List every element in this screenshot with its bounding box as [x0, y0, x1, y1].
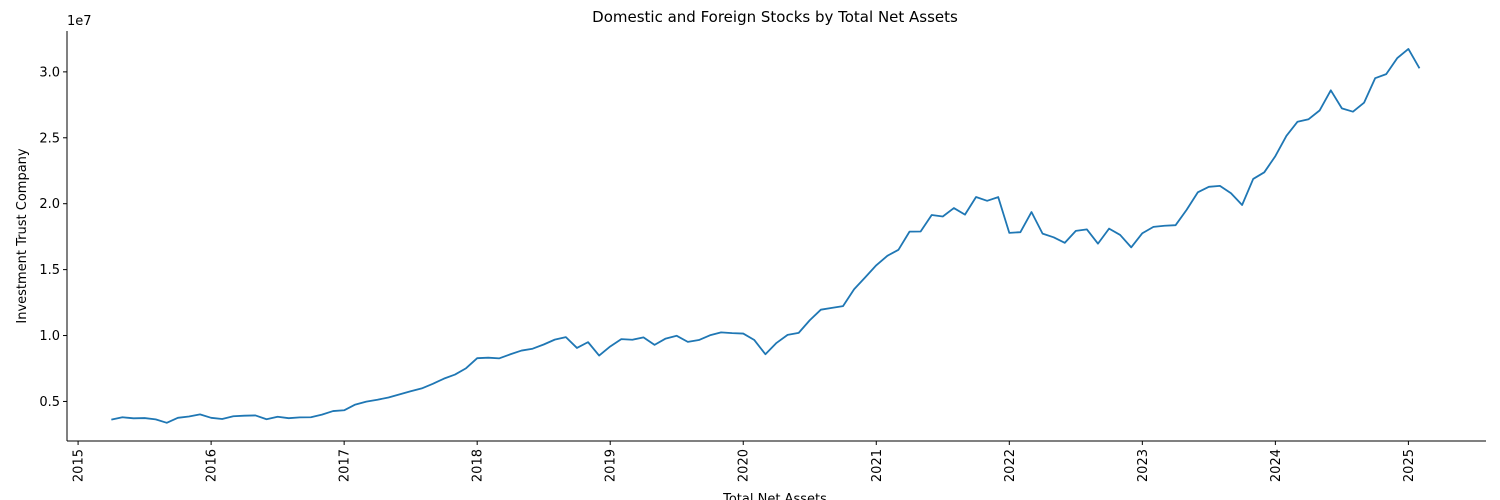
- y-tick-label: 2.5: [39, 131, 60, 146]
- series-layer: [111, 48, 1421, 424]
- x-tick-label: 2016: [205, 449, 220, 482]
- x-axis-ticks: 2015 2016 2017 2018 2019 2020 2021 2022 2023 2024…: [72, 441, 1417, 482]
- x-tick-label: 2015: [72, 449, 87, 482]
- series-line: [111, 48, 1421, 424]
- y-tick-label: 1.5: [39, 263, 60, 278]
- x-tick-label: 2024: [1269, 449, 1284, 482]
- x-tick-label: 2023: [1136, 449, 1151, 482]
- x-tick-label: 2018: [471, 449, 486, 482]
- y-tick-label: 3.0: [39, 65, 60, 80]
- y-tick-label: 2.0: [39, 197, 60, 212]
- y-axis-label: Investment Trust Company: [15, 148, 30, 324]
- x-tick-label: 2025: [1402, 449, 1417, 482]
- y-axis-ticks: 0.5 1.0 1.5 2.0 2.5 3.0: [39, 65, 67, 410]
- axes: [66, 31, 1486, 442]
- y-offset-label: 1e7: [67, 14, 92, 29]
- x-tick-label: 2019: [604, 449, 619, 482]
- x-tick-label: 2021: [870, 449, 885, 482]
- x-tick-label: 2020: [737, 449, 752, 482]
- x-tick-label: 2017: [338, 449, 353, 482]
- y-tick-label: 1.0: [39, 329, 60, 344]
- y-tick-label: 0.5: [39, 395, 60, 410]
- x-axis-label: Total Net Assets: [722, 492, 827, 500]
- x-tick-label: 2022: [1003, 449, 1018, 482]
- chart-title: Domestic and Foreign Stocks by Total Net…: [592, 8, 958, 26]
